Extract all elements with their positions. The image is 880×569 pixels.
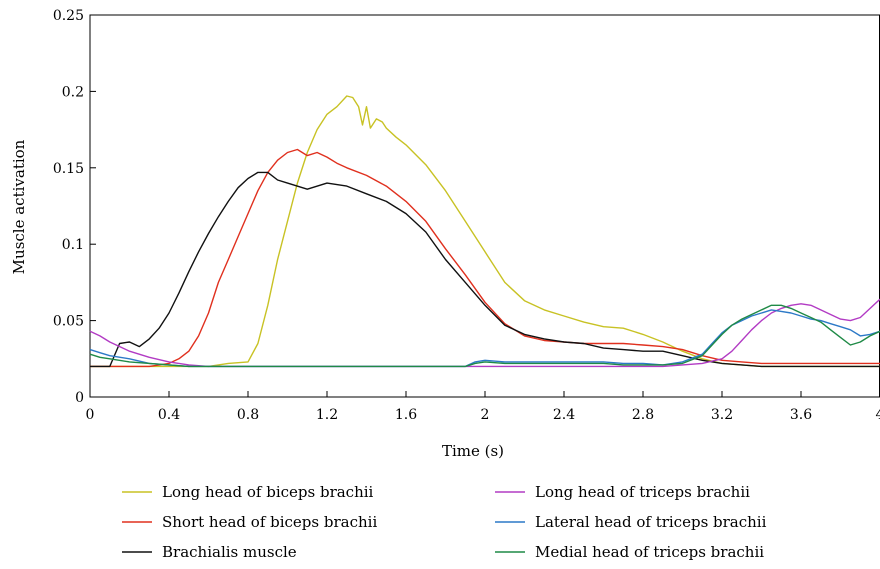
y-tick-label: 0.2 [62, 84, 84, 100]
legend-label: Brachialis muscle [162, 543, 297, 561]
legend-label: Medial head of triceps brachii [535, 543, 764, 561]
x-tick-label: 0.8 [237, 407, 259, 423]
legend: Long head of biceps brachii Short head of… [122, 483, 767, 561]
x-tick-label: 3.6 [790, 407, 812, 423]
x-tick-label: 1.6 [395, 407, 417, 423]
x-tick-label: 3.2 [711, 407, 733, 423]
y-axis-title: Muscle activation [10, 139, 28, 274]
series-line-6 [89, 304, 880, 368]
y-tick-label: 0.15 [53, 161, 84, 177]
y-tick-label: 0.05 [53, 314, 84, 330]
series-line-1 [90, 95, 880, 368]
series-lines [89, 95, 880, 368]
series-line-3 [90, 171, 880, 368]
legend-label: Long head of triceps brachii [535, 483, 750, 501]
y-tick-label: 0.25 [53, 8, 84, 24]
series-line-2 [90, 148, 880, 368]
x-axis-ticks: 0 0.4 0.8 1.2 1.6 2 2.4 2.8 3.2 3.6 4 [86, 391, 880, 423]
x-tick-label: 0 [86, 407, 95, 423]
legend-label: Long head of biceps brachii [162, 483, 374, 501]
y-tick-label: 0 [75, 390, 84, 406]
x-tick-label: 4 [876, 407, 880, 423]
x-tick-label: 1.2 [316, 407, 338, 423]
plot-area [89, 14, 880, 398]
plot-frame [89, 14, 880, 398]
legend-label: Lateral head of triceps brachii [535, 513, 767, 531]
x-tick-label: 2.4 [553, 407, 575, 423]
y-axis-ticks: 0 0.05 0.1 0.15 0.2 0.25 [53, 8, 96, 406]
x-tick-label: 2.8 [632, 407, 654, 423]
x-tick-label: 2 [481, 407, 490, 423]
series-line-5 [89, 309, 880, 368]
x-tick-label: 0.4 [158, 407, 180, 423]
series-line-4 [89, 298, 880, 368]
y-tick-label: 0.1 [62, 237, 84, 253]
x-axis-title: Time (s) [442, 442, 504, 460]
legend-label: Short head of biceps brachii [162, 513, 377, 531]
